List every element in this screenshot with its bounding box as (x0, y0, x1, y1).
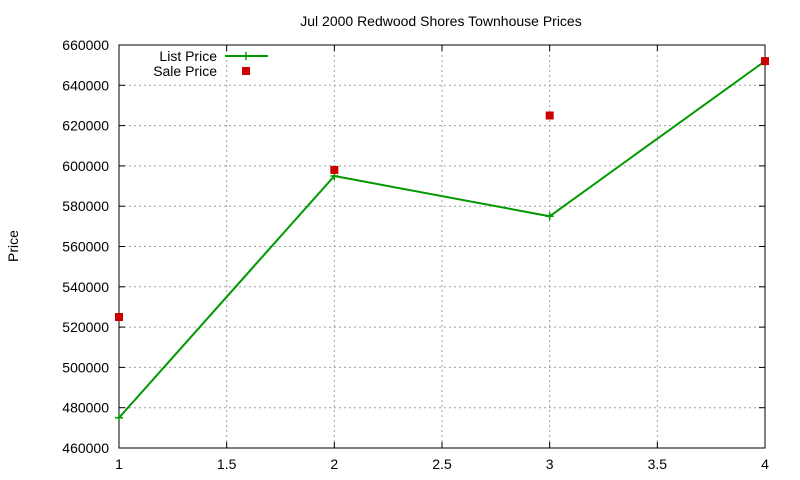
y-tick-label: 480000 (62, 400, 109, 416)
x-tick-label: 2 (330, 456, 338, 472)
plot-frame (118, 44, 766, 449)
y-tick-label: 520000 (62, 319, 109, 335)
y-tick-label: 460000 (62, 440, 109, 456)
list-price-point (115, 413, 123, 422)
sale-price-point (761, 57, 769, 66)
list-price-point (545, 212, 554, 221)
y-axis-label: Price (5, 230, 21, 262)
y-tick-label: 580000 (62, 198, 109, 214)
y-tick-label: 660000 (62, 37, 109, 53)
chart-title: Jul 2000 Redwood Shores Townhouse Prices (300, 13, 581, 29)
series (115, 57, 769, 422)
grid (119, 45, 765, 448)
x-tick-label: 4 (761, 456, 769, 472)
x-tick-label: 3.5 (648, 456, 668, 472)
sale-price-point (330, 165, 339, 174)
x-tick-label: 2.5 (432, 456, 452, 472)
legend-swatch-list-price (225, 52, 268, 60)
legend: List Price Sale Price (153, 48, 268, 79)
list-price-line (118, 60, 766, 419)
sale-price-point (115, 313, 123, 322)
x-tick-labels: 1 1.5 2 2.5 3 3.5 4 (115, 456, 769, 472)
sale-price-point (545, 111, 554, 120)
y-tick-label: 640000 (62, 77, 109, 93)
x-tick-label: 1.5 (217, 456, 237, 472)
x-tick-label: 1 (115, 456, 123, 472)
y-tick-label: 620000 (62, 118, 109, 134)
legend-swatch-sale-price (242, 67, 250, 75)
y-tick-label: 540000 (62, 279, 109, 295)
legend-label-list-price: List Price (159, 48, 217, 64)
legend-label-sale-price: Sale Price (153, 63, 217, 79)
x-tick-label: 3 (546, 456, 554, 472)
y-tick-labels: 460000 480000 500000 520000 540000 560000 5800… (62, 37, 109, 456)
y-tick-label: 560000 (62, 239, 109, 255)
y-tick-label: 500000 (62, 359, 109, 375)
y-tick-label: 600000 (62, 158, 109, 174)
